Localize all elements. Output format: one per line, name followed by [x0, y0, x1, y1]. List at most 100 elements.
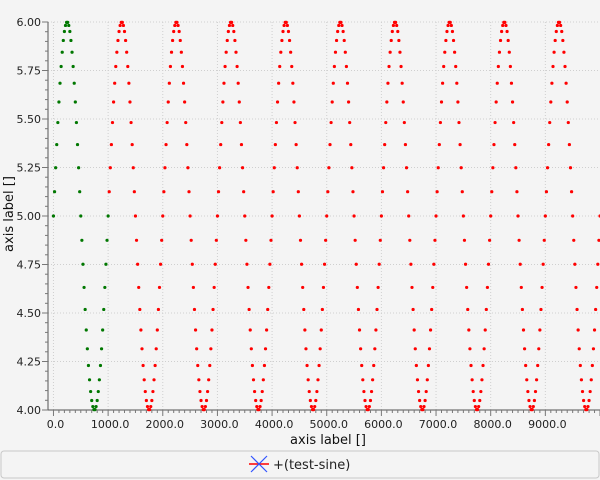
data-point [460, 190, 464, 194]
data-point [133, 214, 138, 218]
data-point [482, 347, 486, 351]
data-point [116, 38, 120, 43]
data-point [466, 307, 470, 312]
data-point [378, 238, 382, 242]
data-point [278, 64, 282, 69]
data-point [404, 166, 409, 170]
data-point [269, 238, 273, 242]
data-point [240, 166, 245, 170]
data-point [102, 307, 106, 312]
data-point [263, 347, 268, 351]
data-point [480, 378, 484, 382]
data-point [95, 398, 99, 403]
data-point [101, 328, 105, 332]
data-point [513, 142, 517, 147]
data-point [289, 50, 293, 54]
data-point [81, 262, 85, 266]
data-point [508, 64, 512, 69]
data-point [165, 120, 169, 125]
data-point [56, 120, 60, 125]
data-point [151, 389, 155, 394]
data-point [490, 190, 494, 194]
data-point [569, 190, 574, 194]
data-point [235, 64, 239, 69]
data-point [153, 363, 157, 368]
data-point [71, 64, 75, 69]
data-point [224, 50, 228, 54]
legend[interactable]: +(test-sine) [0, 450, 600, 479]
data-point [287, 38, 292, 43]
data-point [306, 378, 310, 382]
data-point [282, 23, 286, 28]
data-point [591, 347, 596, 351]
data-point [247, 307, 251, 312]
data-point [132, 190, 136, 194]
data-point [507, 50, 511, 54]
data-point [324, 238, 328, 242]
data-point [522, 347, 527, 351]
data-point [213, 262, 217, 266]
data-point [552, 50, 556, 54]
data-point [409, 262, 413, 266]
data-point [275, 100, 280, 104]
data-point [271, 190, 275, 194]
data-point [237, 100, 241, 104]
data-point [110, 120, 115, 125]
data-point [471, 389, 475, 394]
data-point [248, 328, 252, 332]
data-point [216, 190, 221, 194]
data-point [352, 214, 356, 218]
data-point [504, 23, 508, 28]
data-point [406, 190, 410, 194]
data-point [495, 81, 499, 85]
data-point [383, 142, 387, 147]
data-point [498, 38, 503, 43]
data-point [351, 190, 355, 194]
data-point [446, 23, 450, 28]
data-point [125, 50, 129, 54]
data-point [284, 20, 288, 24]
data-point [461, 214, 465, 218]
data-point [140, 347, 144, 351]
data-point [543, 214, 547, 218]
data-point [188, 214, 192, 218]
data-point [414, 363, 418, 368]
data-point [54, 166, 58, 170]
data-point [199, 398, 203, 403]
data-point [312, 408, 316, 412]
data-point [540, 285, 544, 290]
data-point [555, 23, 559, 28]
data-point [211, 307, 215, 312]
data-point [57, 100, 61, 104]
data-point [537, 347, 541, 351]
data-point [166, 100, 170, 104]
data-point [73, 100, 77, 104]
data-point [197, 378, 201, 382]
data-point [402, 120, 406, 125]
x-tick-label: 0.0 [47, 418, 65, 431]
data-point [299, 262, 304, 266]
data-point [372, 363, 376, 368]
data-point [592, 328, 597, 332]
data-point [410, 285, 414, 290]
data-point [86, 363, 91, 368]
data-point [321, 285, 326, 290]
data-point [252, 389, 257, 394]
data-point [87, 378, 92, 382]
data-point [155, 328, 159, 332]
data-point [559, 23, 563, 28]
data-point [290, 64, 294, 69]
data-point [515, 190, 519, 194]
data-point [336, 29, 340, 34]
data-point [379, 214, 383, 218]
y-tick-label: 5.75 [17, 65, 42, 78]
data-point [315, 389, 319, 394]
data-point [356, 307, 361, 312]
data-point [55, 142, 59, 147]
data-point [66, 20, 70, 24]
data-point [541, 262, 545, 266]
data-point [99, 347, 104, 351]
data-point [345, 81, 350, 85]
data-point [200, 404, 204, 409]
data-point [239, 142, 244, 147]
